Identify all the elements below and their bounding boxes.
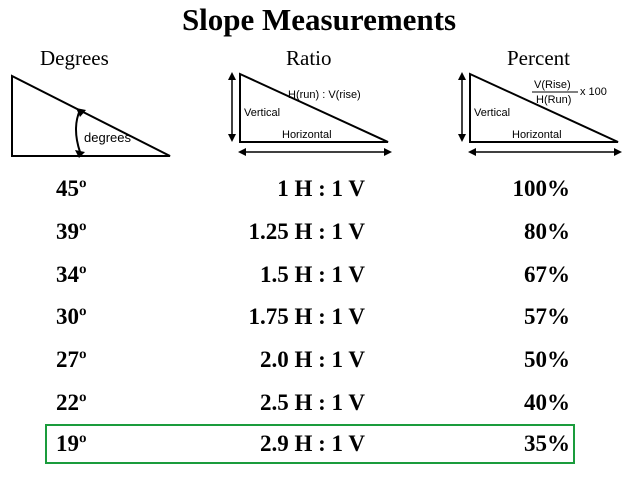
table-row: 39º 1.25 H : 1 V 80% (0, 213, 638, 253)
percent-run-arrowhead-right (614, 148, 622, 156)
percent-value: 100% (512, 176, 571, 201)
table-row-highlighted: 19º 2.9 H : 1 V 35% (0, 425, 638, 465)
degrees-label: degrees (84, 130, 131, 145)
percent-value: 80% (524, 219, 570, 244)
percent-triangle (469, 72, 619, 143)
degrees-value: 34º (56, 262, 87, 287)
percent-rise-arrowhead-down (458, 134, 466, 142)
degrees-value: 45º (56, 176, 87, 201)
percent-rise-arrowhead-up (458, 72, 466, 80)
degrees-value: 30º (56, 304, 87, 329)
table-row: 22º 2.5 H : 1 V 40% (0, 384, 638, 424)
run-arrowhead-right (384, 148, 392, 156)
percent-numerator: V(Rise) (534, 79, 571, 91)
percent-value: 67% (524, 262, 570, 287)
ratio-diagram: Vertical Horizontal H(run) : V(rise) (228, 72, 392, 156)
percent-run-arrowhead-left (468, 148, 476, 156)
arrowhead-bottom (75, 150, 85, 158)
table-row: 27º 2.0 H : 1 V 50% (0, 341, 638, 381)
page-title: Slope Measurements (181, 2, 457, 37)
percent-value: 50% (524, 347, 570, 372)
angle-arc (75, 109, 81, 153)
table-row: 45º 1 H : 1 V 100% (0, 170, 638, 210)
column-header-degrees: Degrees (40, 46, 109, 70)
ratio-value: 1.5 H : 1 V (260, 262, 365, 287)
degrees-value: 22º (56, 390, 87, 415)
degrees-value: 19º (56, 431, 87, 456)
degrees-value: 27º (56, 347, 87, 372)
ratio-formula: H(run) : V(rise) (288, 89, 361, 101)
percent-value: 40% (524, 390, 570, 415)
ratio-vertical-label: Vertical (244, 107, 280, 119)
ratio-value: 2.9 H : 1 V (260, 431, 365, 456)
table-row: 30º 1.75 H : 1 V 57% (0, 298, 638, 338)
percent-denominator: H(Run) (536, 94, 571, 106)
highlight-box (45, 424, 575, 464)
arrowhead-top (76, 108, 86, 117)
ratio-value: 1.75 H : 1 V (248, 304, 366, 329)
percent-horizontal-label: Horizontal (512, 129, 562, 141)
column-header-percent: Percent (507, 46, 570, 70)
ratio-horizontal-label: Horizontal (282, 129, 332, 141)
ratio-value: 2.0 H : 1 V (260, 347, 365, 372)
rise-arrowhead-down (228, 134, 236, 142)
rise-arrowhead-up (228, 72, 236, 80)
run-arrowhead-left (238, 148, 246, 156)
table-row: 34º 1.5 H : 1 V 67% (0, 256, 638, 296)
column-header-ratio: Ratio (286, 46, 332, 70)
degrees-value: 39º (56, 219, 87, 244)
percent-multiplier: x 100 (580, 86, 607, 98)
percent-value: 35% (524, 431, 570, 456)
ratio-value: 2.5 H : 1 V (260, 390, 365, 415)
ratio-triangle (239, 72, 389, 143)
degrees-diagram: degrees (11, 74, 171, 158)
ratio-value: 1 H : 1 V (277, 176, 365, 201)
percent-vertical-label: Vertical (474, 107, 510, 119)
percent-diagram: Vertical Horizontal V(Rise) H(Run) x 100 (458, 72, 622, 156)
ratio-value: 1.25 H : 1 V (248, 219, 366, 244)
degrees-triangle (11, 74, 171, 157)
percent-value: 57% (524, 304, 570, 329)
